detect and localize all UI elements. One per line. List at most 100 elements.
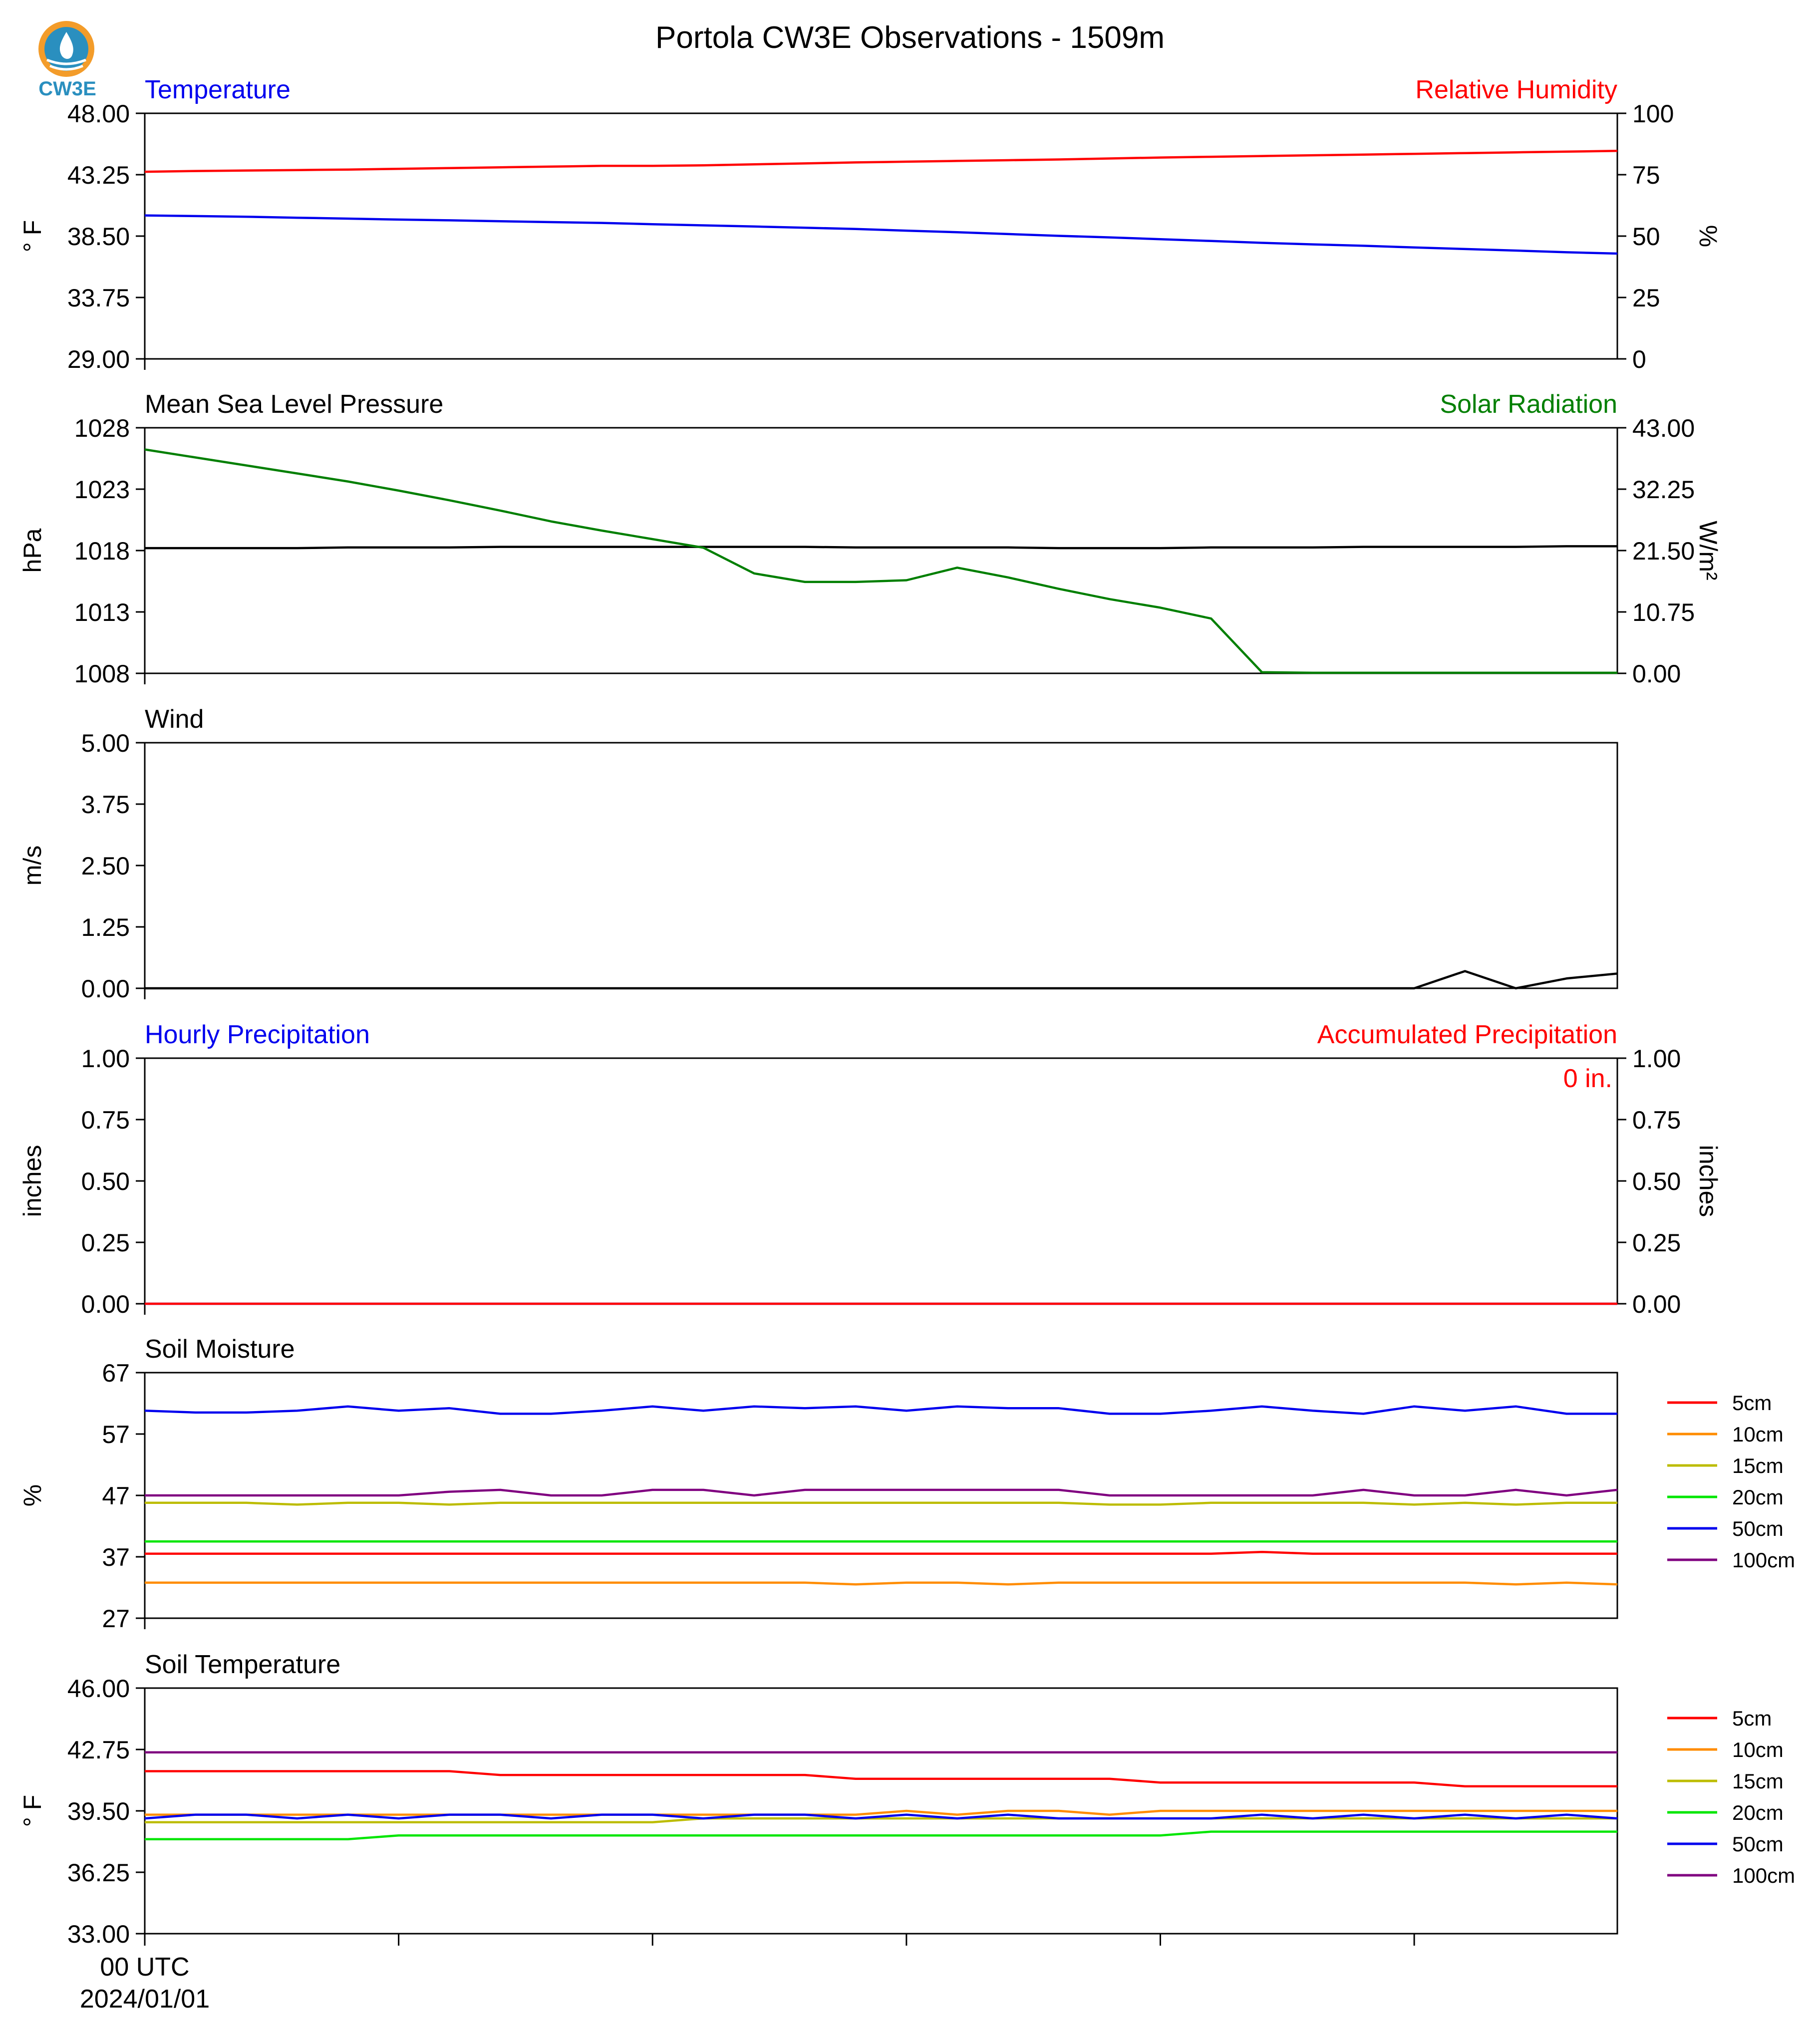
- ytick-label-right-1-1: 32.25: [1632, 476, 1695, 504]
- panel-title-right-3: Accumulated Precipitation: [1317, 1020, 1617, 1049]
- ytick-label-left-0-1: 43.25: [67, 161, 130, 189]
- panel-title-right-0: Relative Humidity: [1415, 75, 1617, 104]
- ytick-label-left-2-3: 1.25: [81, 913, 130, 941]
- legend-label-4-4: 50cm: [1732, 1517, 1784, 1540]
- ytick-label-left-2-2: 2.50: [81, 852, 130, 880]
- xtick-label-date: 2024/01/01: [80, 1985, 210, 2014]
- ylabel-left-3: inches: [18, 1145, 46, 1217]
- legend-label-4-1: 10cm: [1732, 1423, 1784, 1446]
- ytick-label-left-3-2: 0.50: [81, 1167, 130, 1195]
- panel-title-left-5: Soil Temperature: [145, 1650, 340, 1679]
- ylabel-left-2: m/s: [18, 846, 46, 886]
- ytick-label-left-4-0: 67: [102, 1359, 130, 1387]
- ytick-label-right-0-3: 25: [1632, 284, 1660, 312]
- series-line-5-3: [145, 1830, 1617, 1841]
- ytick-label-right-0-0: 100: [1632, 100, 1674, 128]
- ytick-label-left-3-0: 1.00: [81, 1045, 130, 1073]
- series-line-5-0: [145, 1770, 1617, 1788]
- ytick-label-right-0-2: 50: [1632, 223, 1660, 251]
- chart-title-holder: Portola CW3E Observations - 1509m: [0, 20, 1820, 55]
- chart-title: Portola CW3E Observations - 1509m: [655, 20, 1165, 55]
- ytick-label-left-3-1: 0.75: [81, 1106, 130, 1134]
- series-line-0-0: [144, 214, 1618, 255]
- ytick-label-left-5-2: 39.50: [67, 1797, 130, 1825]
- series-line-4-1: [145, 1581, 1618, 1586]
- logo-drop-icon: [38, 21, 94, 77]
- legend-label-5-3: 20cm: [1732, 1801, 1784, 1824]
- ylabel-left-4: %: [18, 1484, 46, 1506]
- ytick-label-right-3-3: 0.25: [1632, 1229, 1681, 1257]
- legend-label-5-4: 50cm: [1732, 1832, 1784, 1856]
- ytick-label-left-4-3: 37: [102, 1543, 130, 1571]
- legend-label-5-0: 5cm: [1732, 1707, 1772, 1730]
- series-line-4-4: [144, 1405, 1617, 1415]
- panel-title-right-1: Solar Radiation: [1440, 390, 1617, 419]
- series-line-5-4: [144, 1813, 1618, 1820]
- cw3e-logo: CW3E: [30, 18, 105, 103]
- panel-title-left-2: Wind: [145, 705, 204, 734]
- plot-frame-1: [144, 427, 1618, 674]
- legend-label-5-1: 10cm: [1732, 1738, 1784, 1761]
- series-line-0-1: [144, 150, 1618, 173]
- ytick-label-left-0-3: 33.75: [67, 284, 130, 312]
- xtick-label-time: 00 UTC: [100, 1953, 189, 1982]
- ytick-label-left-4-4: 27: [102, 1605, 130, 1633]
- panel-title-left-4: Soil Moisture: [145, 1335, 295, 1364]
- legend-label-4-3: 20cm: [1732, 1485, 1784, 1509]
- panel-title-left-3: Hourly Precipitation: [145, 1020, 370, 1049]
- ytick-label-right-3-4: 0.00: [1632, 1290, 1681, 1318]
- ytick-label-right-1-2: 21.50: [1632, 537, 1695, 565]
- ylabel-right-0: %: [1694, 225, 1722, 247]
- legend-label-5-5: 100cm: [1732, 1864, 1795, 1887]
- ylabel-right-3: inches: [1694, 1145, 1722, 1217]
- ytick-label-left-5-0: 46.00: [67, 1675, 130, 1703]
- ytick-label-right-3-1: 0.75: [1632, 1106, 1681, 1134]
- panel-title-left-1: Mean Sea Level Pressure: [145, 390, 443, 419]
- ytick-label-left-5-4: 33.00: [67, 1920, 130, 1948]
- ytick-label-left-4-2: 47: [102, 1482, 130, 1510]
- annotation-text-3: 0 in.: [1563, 1064, 1612, 1093]
- ytick-label-left-0-0: 48.00: [67, 100, 130, 128]
- ytick-label-left-2-4: 0.00: [81, 975, 130, 1003]
- ytick-label-left-1-2: 1018: [74, 537, 130, 565]
- ytick-label-left-0-2: 38.50: [67, 223, 130, 251]
- series-line-2-0: [145, 970, 1618, 990]
- ytick-label-left-3-4: 0.00: [81, 1290, 130, 1318]
- ytick-label-left-0-4: 29.00: [67, 345, 130, 373]
- legend-label-5-2: 15cm: [1732, 1769, 1784, 1793]
- legend-label-4-0: 5cm: [1732, 1391, 1772, 1415]
- ytick-label-left-1-3: 1013: [74, 598, 130, 626]
- series-line-4-2: [145, 1501, 1617, 1506]
- ylabel-right-1: W/m²: [1694, 521, 1722, 580]
- series-line-1-1: [144, 448, 1617, 674]
- ylabel-left-5: ° F: [18, 1795, 46, 1827]
- series-line-5-2: [145, 1817, 1617, 1823]
- ytick-label-right-1-0: 43.00: [1632, 414, 1695, 442]
- ylabel-left-1: hPa: [18, 528, 46, 573]
- legend-label-4-2: 15cm: [1732, 1454, 1784, 1477]
- ytick-label-left-5-3: 36.25: [67, 1859, 130, 1887]
- series-line-5-1: [145, 1809, 1617, 1816]
- legend-label-4-5: 100cm: [1732, 1548, 1795, 1572]
- ytick-label-left-1-1: 1023: [74, 476, 130, 504]
- ytick-label-left-1-4: 1008: [74, 660, 130, 688]
- ytick-label-left-5-1: 42.75: [67, 1736, 130, 1764]
- ytick-label-right-0-4: 0: [1632, 345, 1646, 373]
- series-line-1-0: [145, 545, 1617, 550]
- ytick-label-left-1-0: 1028: [74, 414, 130, 442]
- ytick-label-left-2-1: 3.75: [81, 791, 130, 819]
- ytick-label-right-3-0: 1.00: [1632, 1045, 1681, 1073]
- ytick-label-left-3-3: 0.25: [81, 1229, 130, 1257]
- logo-text: CW3E: [38, 78, 96, 100]
- ytick-label-left-4-1: 57: [102, 1421, 130, 1449]
- plot-frame-0: [144, 112, 1618, 360]
- series-line-4-0: [145, 1550, 1617, 1555]
- ytick-label-right-1-4: 0.00: [1632, 660, 1681, 688]
- plot-frame-3: [144, 1057, 1618, 1305]
- ylabel-left-0: ° F: [18, 220, 46, 252]
- series-line-4-5: [145, 1488, 1618, 1497]
- ytick-label-right-3-2: 0.50: [1632, 1167, 1681, 1195]
- panel-title-left-0: Temperature: [145, 75, 291, 104]
